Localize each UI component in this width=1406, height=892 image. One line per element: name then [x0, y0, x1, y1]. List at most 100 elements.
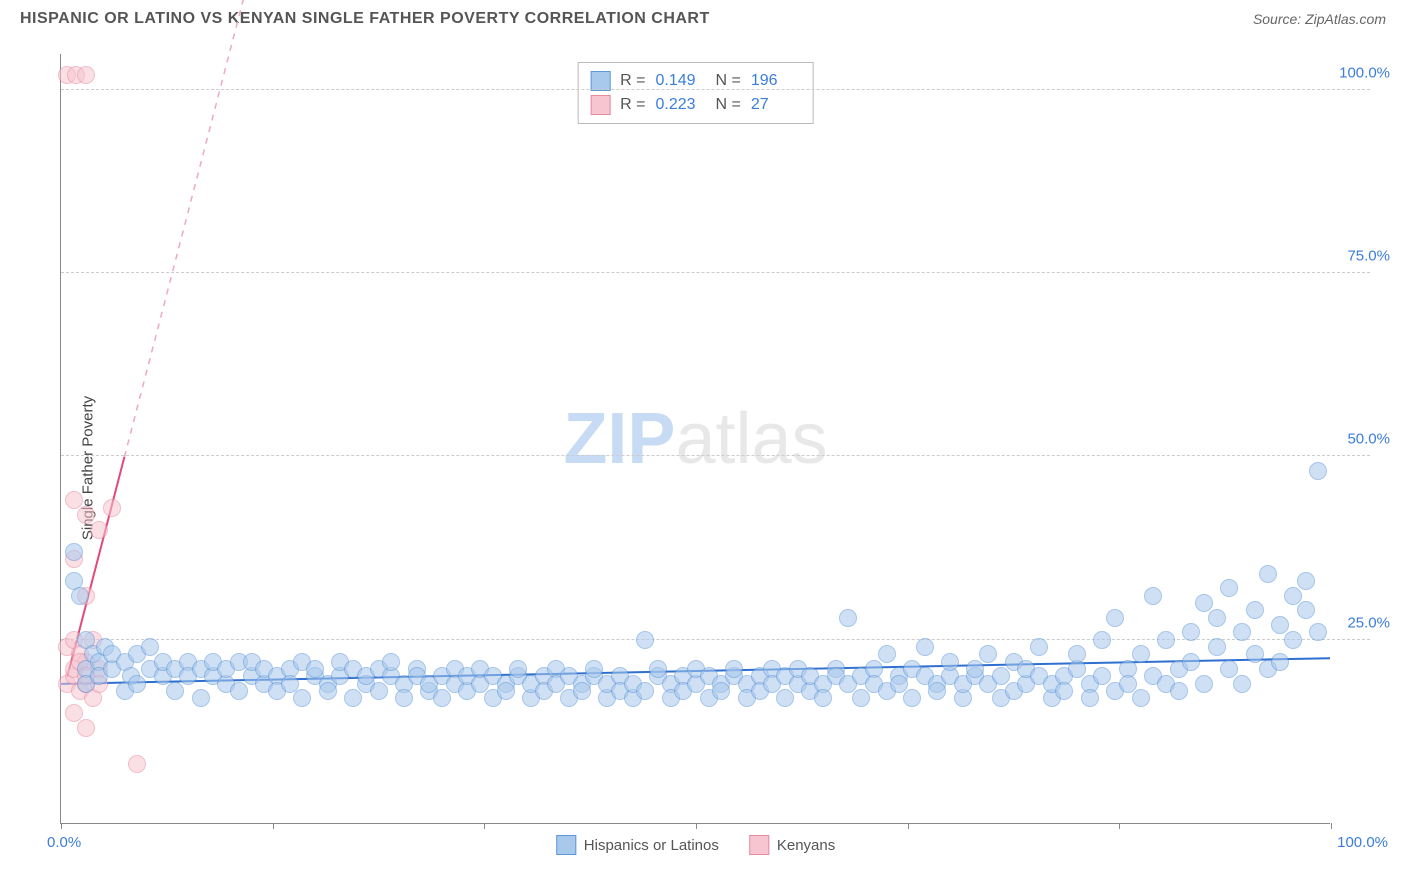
pink-point — [77, 506, 95, 524]
blue-point — [916, 638, 934, 656]
blue-point — [1297, 601, 1315, 619]
y-tick-label: 25.0% — [1347, 614, 1390, 631]
blue-point — [1144, 587, 1162, 605]
blue-point — [992, 667, 1010, 685]
legend-item-pink: Kenyans — [749, 835, 835, 855]
blue-point — [293, 689, 311, 707]
x-tick — [484, 823, 485, 829]
series-legend: Hispanics or Latinos Kenyans — [556, 835, 835, 855]
blue-point — [1297, 572, 1315, 590]
n-label: N = — [716, 96, 741, 114]
blue-point — [1220, 579, 1238, 597]
blue-point — [1182, 653, 1200, 671]
blue-point — [370, 682, 388, 700]
chart-container: Single Father Poverty ZIPatlas R = 0.149… — [20, 44, 1386, 892]
blue-point — [649, 660, 667, 678]
chart-header: HISPANIC OR LATINO VS KENYAN SINGLE FATH… — [0, 0, 1406, 34]
blue-point — [1309, 623, 1327, 641]
blue-point — [1106, 609, 1124, 627]
blue-point — [141, 638, 159, 656]
n-value-blue: 196 — [751, 72, 801, 90]
pink-point — [128, 755, 146, 773]
blue-point — [852, 689, 870, 707]
y-tick-label: 75.0% — [1347, 248, 1390, 265]
blue-point — [814, 689, 832, 707]
blue-point — [166, 682, 184, 700]
n-value-pink: 27 — [751, 96, 801, 114]
blue-point — [1081, 689, 1099, 707]
blue-point — [1220, 660, 1238, 678]
blue-point — [382, 653, 400, 671]
gridline — [61, 272, 1370, 273]
watermark-bold: ZIP — [563, 399, 675, 479]
pink-point — [65, 704, 83, 722]
blue-point — [1132, 645, 1150, 663]
blue-point — [1132, 689, 1150, 707]
blue-point — [573, 682, 591, 700]
gridline — [61, 455, 1370, 456]
blue-point — [230, 682, 248, 700]
blue-point — [1182, 623, 1200, 641]
blue-point — [1284, 631, 1302, 649]
x-min-label: 0.0% — [47, 834, 81, 851]
blue-point — [776, 689, 794, 707]
blue-point — [306, 660, 324, 678]
x-tick — [696, 823, 697, 829]
swatch-pink — [749, 835, 769, 855]
swatch-blue — [556, 835, 576, 855]
r-label: R = — [620, 96, 645, 114]
pink-point — [77, 66, 95, 84]
blue-point — [1271, 653, 1289, 671]
blue-point — [878, 645, 896, 663]
blue-point — [433, 689, 451, 707]
blue-point — [903, 689, 921, 707]
plot-area: ZIPatlas R = 0.149 N = 196 R = 0.223 N =… — [60, 54, 1330, 824]
x-tick — [273, 823, 274, 829]
blue-point — [395, 689, 413, 707]
x-max-label: 100.0% — [1337, 834, 1388, 851]
blue-point — [1170, 682, 1188, 700]
blue-point — [585, 660, 603, 678]
blue-point — [1093, 631, 1111, 649]
blue-point — [966, 660, 984, 678]
blue-point — [725, 660, 743, 678]
blue-point — [344, 689, 362, 707]
pink-point — [65, 491, 83, 509]
legend-label-pink: Kenyans — [777, 837, 835, 854]
blue-point — [1030, 638, 1048, 656]
blue-point — [839, 609, 857, 627]
blue-point — [1195, 594, 1213, 612]
blue-point — [281, 675, 299, 693]
blue-point — [1157, 631, 1175, 649]
x-tick — [1331, 823, 1332, 829]
pink-point — [103, 499, 121, 517]
y-tick-label: 100.0% — [1339, 64, 1390, 81]
gridline — [61, 89, 1370, 90]
blue-point — [1195, 675, 1213, 693]
blue-point — [71, 587, 89, 605]
watermark: ZIPatlas — [563, 398, 827, 480]
chart-source: Source: ZipAtlas.com — [1253, 11, 1386, 27]
blue-point — [1233, 675, 1251, 693]
blue-point — [128, 675, 146, 693]
r-label: R = — [620, 72, 645, 90]
blue-point — [1246, 601, 1264, 619]
blue-point — [1208, 609, 1226, 627]
pink-point — [77, 719, 95, 737]
x-tick — [908, 823, 909, 829]
watermark-light: atlas — [675, 399, 827, 479]
blue-point — [1259, 565, 1277, 583]
blue-point — [65, 543, 83, 561]
blue-point — [1233, 623, 1251, 641]
x-tick — [61, 823, 62, 829]
chart-title: HISPANIC OR LATINO VS KENYAN SINGLE FATH… — [20, 10, 710, 28]
blue-point — [497, 682, 515, 700]
y-tick-label: 50.0% — [1347, 431, 1390, 448]
blue-point — [1068, 645, 1086, 663]
blue-point — [1284, 587, 1302, 605]
stats-legend: R = 0.149 N = 196 R = 0.223 N = 27 — [577, 62, 814, 124]
blue-point — [928, 682, 946, 700]
x-tick — [1119, 823, 1120, 829]
blue-point — [712, 682, 730, 700]
r-value-blue: 0.149 — [656, 72, 706, 90]
